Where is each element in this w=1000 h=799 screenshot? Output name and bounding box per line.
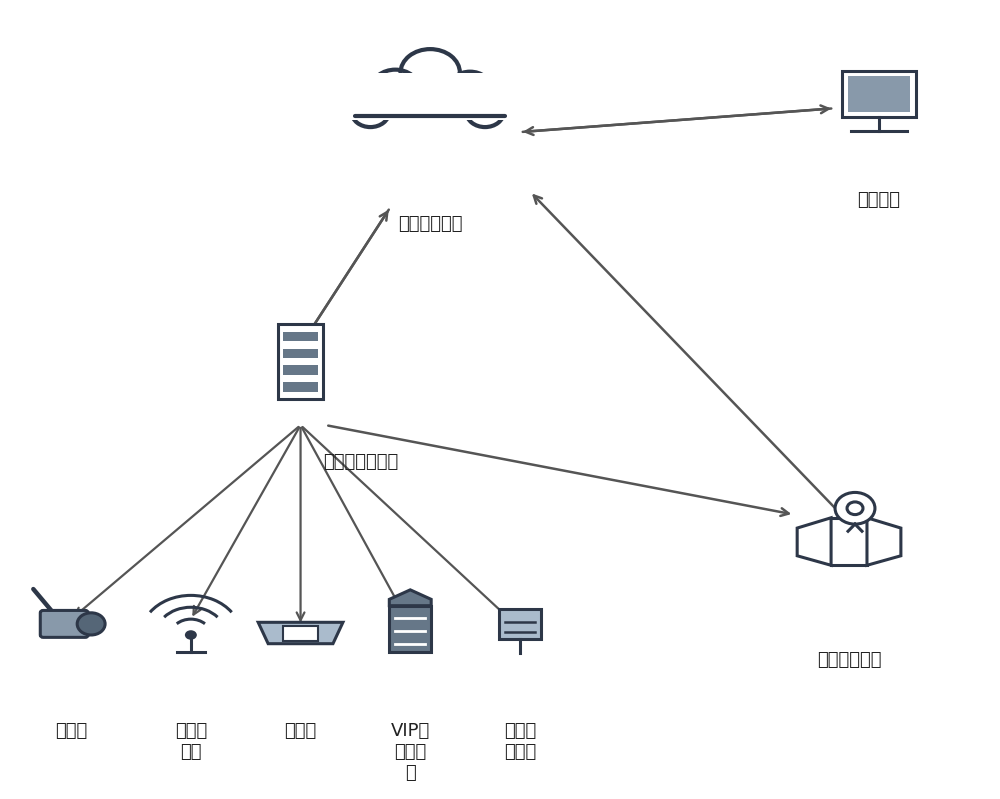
Bar <box>499 609 541 639</box>
FancyBboxPatch shape <box>842 71 916 117</box>
Bar <box>283 383 318 392</box>
Polygon shape <box>797 518 831 565</box>
Circle shape <box>835 492 875 524</box>
Text: 停车场云服务: 停车场云服务 <box>398 215 462 233</box>
Text: 停车场
告示牌: 停车场 告示牌 <box>504 722 536 761</box>
Text: 摄像头: 摄像头 <box>55 722 87 740</box>
Circle shape <box>352 97 389 127</box>
Circle shape <box>372 70 419 107</box>
Text: 管理系统: 管理系统 <box>857 192 900 209</box>
Text: 毫米波
雷达: 毫米波 雷达 <box>175 722 207 761</box>
Bar <box>389 606 431 652</box>
Bar <box>340 73 520 120</box>
Polygon shape <box>258 622 343 644</box>
Polygon shape <box>867 518 901 565</box>
Bar <box>283 348 318 358</box>
FancyBboxPatch shape <box>40 610 88 638</box>
Text: 停车场边缘引擎: 停车场边缘引擎 <box>323 453 398 471</box>
Text: 车位锁: 车位锁 <box>284 722 317 740</box>
Bar <box>848 76 910 113</box>
Bar <box>283 365 318 375</box>
Circle shape <box>77 613 105 635</box>
Circle shape <box>401 49 460 96</box>
Bar <box>283 626 318 641</box>
Circle shape <box>185 630 197 640</box>
Circle shape <box>466 97 504 127</box>
Circle shape <box>449 72 491 105</box>
Text: 停车导航软件: 停车导航软件 <box>817 651 881 669</box>
Bar <box>283 332 318 341</box>
Polygon shape <box>389 590 431 606</box>
Text: VIP告
示停车
牌: VIP告 示停车 牌 <box>391 722 430 781</box>
Bar <box>278 324 323 400</box>
